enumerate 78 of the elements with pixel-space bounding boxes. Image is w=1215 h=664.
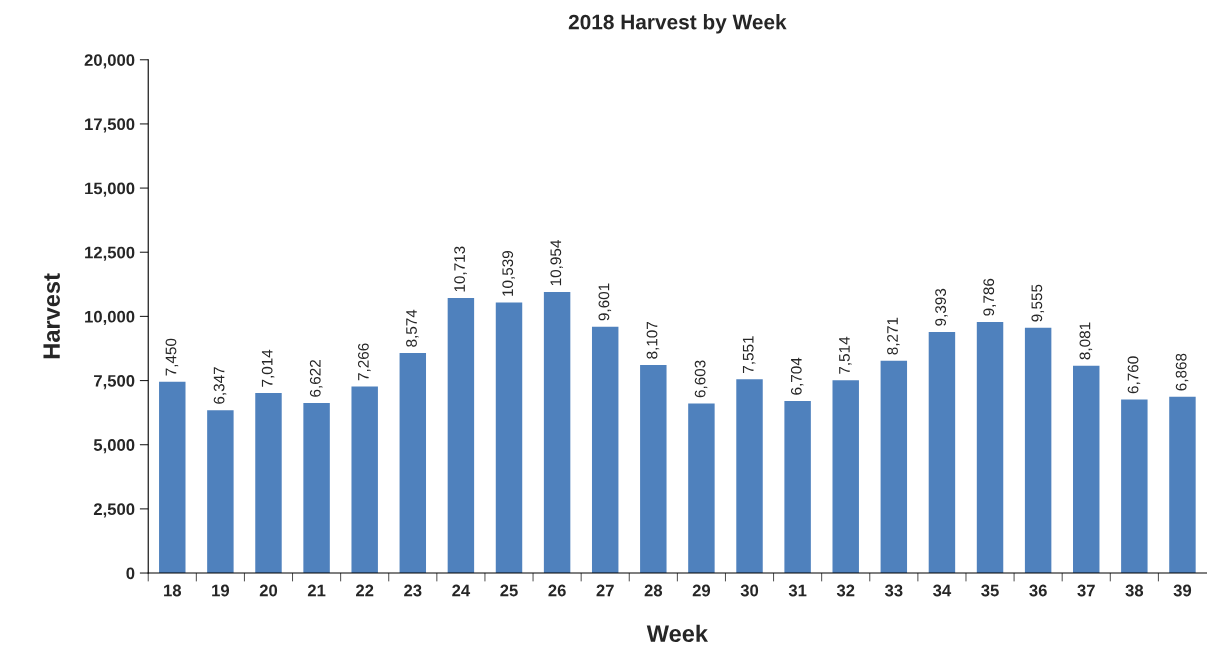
x-tick-label: 31 bbox=[788, 584, 807, 597]
x-tick-label: 22 bbox=[356, 584, 374, 597]
bar bbox=[303, 403, 330, 574]
y-tick-label: 12,500 bbox=[85, 246, 135, 261]
data-label: 9,555 bbox=[1031, 284, 1045, 322]
x-tick-label: 25 bbox=[500, 584, 518, 597]
data-label: 7,450 bbox=[165, 338, 179, 376]
y-axis-title: Harvest bbox=[43, 273, 60, 359]
bar bbox=[1169, 396, 1196, 574]
data-label: 6,868 bbox=[1175, 353, 1189, 391]
bar bbox=[351, 386, 378, 574]
y-tick-label: 15,000 bbox=[85, 182, 135, 197]
x-tick-label: 34 bbox=[933, 584, 952, 597]
x-tick-label: 37 bbox=[1077, 584, 1095, 597]
bar bbox=[1073, 365, 1100, 574]
bar bbox=[255, 393, 282, 574]
bar bbox=[640, 364, 667, 574]
x-tick-label: 32 bbox=[836, 584, 855, 597]
x-tick-label: 26 bbox=[548, 584, 566, 597]
x-tick-label: 30 bbox=[740, 584, 759, 597]
bar bbox=[880, 360, 908, 574]
data-label: 7,551 bbox=[742, 336, 756, 373]
y-tick-label: 17,500 bbox=[85, 118, 135, 133]
x-axis-title: Week bbox=[646, 624, 709, 643]
data-label: 6,704 bbox=[790, 357, 804, 395]
chart-title: 2018 Harvest by Week bbox=[568, 14, 787, 34]
y-tick-label: 2,500 bbox=[93, 503, 135, 518]
bar bbox=[1024, 327, 1052, 574]
x-tick-label: 19 bbox=[212, 584, 230, 597]
x-tick-label: 38 bbox=[1125, 584, 1144, 597]
x-tick-label: 27 bbox=[596, 584, 614, 597]
x-tick-label: 33 bbox=[884, 584, 903, 597]
data-label: 6,622 bbox=[309, 360, 323, 397]
bar bbox=[928, 331, 956, 574]
data-label: 7,014 bbox=[261, 349, 275, 387]
data-label: 6,603 bbox=[694, 360, 708, 398]
x-tick-label: 39 bbox=[1173, 584, 1192, 597]
bar bbox=[447, 298, 475, 574]
data-label: 7,266 bbox=[357, 343, 371, 381]
bar bbox=[832, 380, 859, 574]
y-tick-label: 7,500 bbox=[94, 374, 135, 390]
bar bbox=[495, 302, 523, 574]
bar bbox=[784, 400, 811, 574]
y-tick-label: 10,000 bbox=[85, 310, 135, 326]
data-label: 9,786 bbox=[983, 278, 996, 316]
x-tick-label: 23 bbox=[404, 584, 422, 597]
y-tick-label: 0 bbox=[126, 567, 135, 580]
x-tick-label: 35 bbox=[981, 584, 999, 597]
data-label: 7,514 bbox=[839, 336, 852, 374]
bar bbox=[399, 352, 427, 574]
x-tick-label: 36 bbox=[1029, 584, 1047, 597]
data-label: 8,574 bbox=[406, 309, 419, 347]
bar bbox=[1121, 399, 1148, 574]
data-label: 9,393 bbox=[935, 288, 948, 326]
bar bbox=[591, 326, 619, 574]
x-tick-label: 29 bbox=[692, 584, 711, 597]
data-label: 10,954 bbox=[550, 240, 564, 286]
bar bbox=[688, 403, 715, 574]
data-label: 8,271 bbox=[887, 317, 900, 355]
bar bbox=[976, 321, 1004, 574]
x-tick-label: 24 bbox=[452, 584, 471, 597]
x-tick-label: 20 bbox=[259, 584, 278, 597]
x-tick-label: 21 bbox=[307, 584, 326, 597]
data-label: 10,713 bbox=[454, 246, 467, 292]
data-label: 6,347 bbox=[213, 367, 227, 404]
x-tick-label: 28 bbox=[644, 584, 663, 597]
x-tick-label: 18 bbox=[164, 584, 182, 597]
data-label: 8,081 bbox=[1079, 322, 1093, 360]
bar bbox=[159, 381, 186, 574]
bar bbox=[736, 379, 763, 574]
y-tick-label: 5,000 bbox=[93, 439, 135, 454]
data-label: 6,760 bbox=[1127, 356, 1141, 394]
y-tick-label: 20,000 bbox=[84, 54, 135, 69]
bar bbox=[543, 291, 571, 574]
bar bbox=[207, 410, 234, 574]
data-label: 8,107 bbox=[646, 321, 660, 359]
data-label: 10,539 bbox=[502, 251, 515, 296]
data-label: 9,601 bbox=[598, 283, 612, 321]
